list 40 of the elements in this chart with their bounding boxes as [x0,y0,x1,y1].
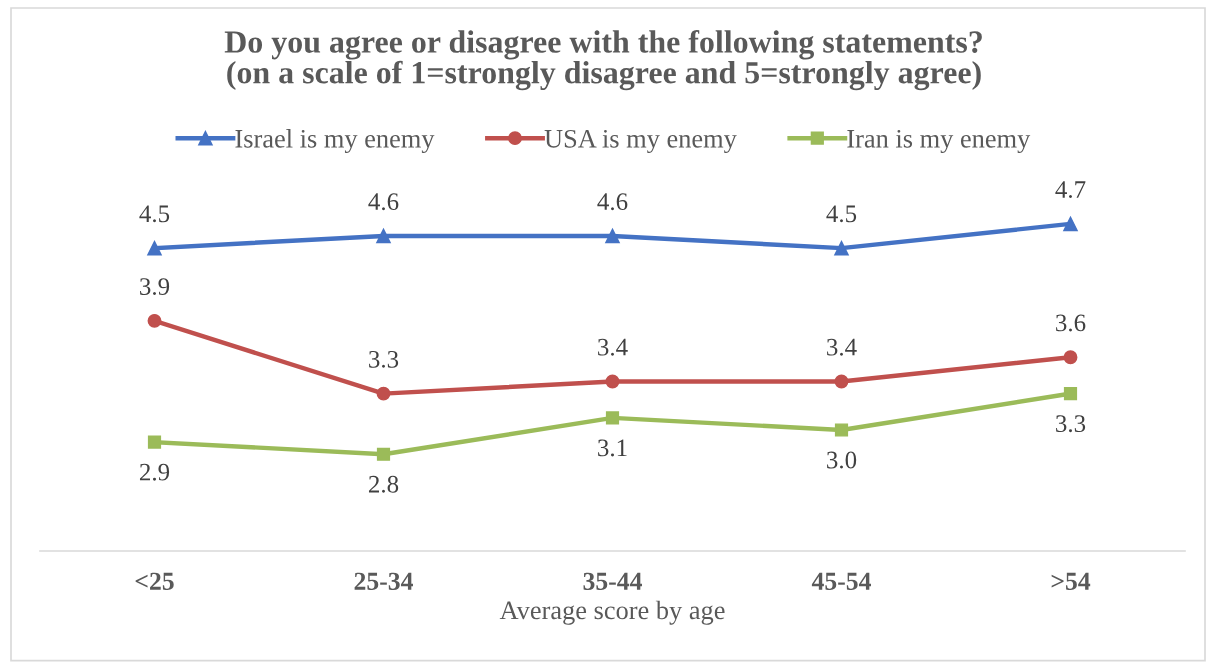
point [1063,350,1078,365]
point [1063,387,1078,401]
x-tick-label: <25 [135,572,174,590]
data-label: 3.9 [140,278,170,296]
data-label: 3.6 [1056,314,1086,332]
data-label: 3.4 [827,338,857,356]
x-tick-label: >54 [1051,572,1091,590]
legend-label: Iran is my enemy [847,129,1031,154]
point [147,435,162,449]
point [605,374,620,389]
data-label: 3.4 [598,338,628,356]
data-label: 4.5 [826,205,857,223]
data-label: 4.6 [597,193,628,211]
point [147,240,162,256]
point [1063,216,1078,232]
data-label: 3.0 [827,451,857,469]
data-label: 4.6 [368,193,399,211]
chart-title: Do you agree or disagree with the following statements? (on a scale of 1=strongly disagree and 5=strongly agree) [224,30,982,91]
point [147,313,162,328]
x-tick-label: 25-34 [354,572,413,590]
data-label: 3.1 [598,439,627,457]
point [834,374,849,389]
data-label: 2.8 [368,475,399,493]
legend-label: USA is my enemy [544,129,737,154]
point [834,423,849,437]
point [605,228,620,244]
legend-label: Israel is my enemy [235,129,435,154]
data-label: 3.3 [369,350,399,368]
point [605,411,620,425]
point [376,447,391,461]
data-label: 2.9 [139,463,170,481]
x-axis-title: Average score by age [499,600,725,625]
x-tick-label: 35-44 [583,572,642,590]
data-label: 4.5 [139,205,170,223]
x-tick-label: 45-54 [811,572,871,590]
data-label: 4.7 [1055,181,1086,199]
point [834,240,849,256]
point [376,228,391,244]
point [376,386,391,401]
data-label: 3.3 [1056,415,1086,433]
